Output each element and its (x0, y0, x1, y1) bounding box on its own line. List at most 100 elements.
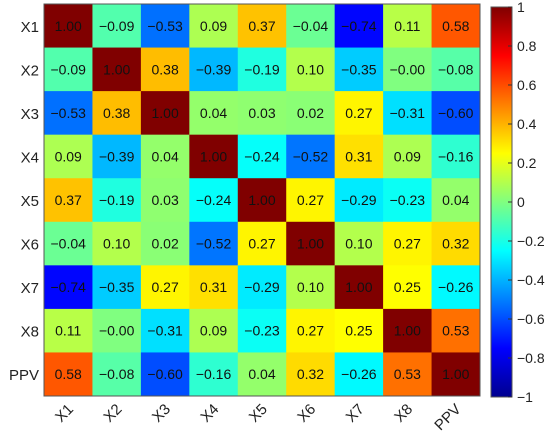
colorbar-tick-label: 1 (517, 0, 525, 15)
y-tick-label: X5 (21, 193, 39, 210)
cell-value-label: 0.27 (297, 323, 324, 339)
heatmap-cell (237, 47, 287, 92)
y-tick-label: X2 (21, 62, 39, 79)
cell-value-label: 0.32 (297, 366, 324, 382)
cell-value-label: 0.11 (55, 323, 81, 339)
heatmap-cell (431, 265, 481, 310)
cell-value-label: 0.03 (151, 192, 178, 208)
cell-value-label: −0.09 (51, 61, 87, 77)
colorbar-tick-label: 0 (517, 194, 525, 210)
heatmap-cell (383, 221, 433, 266)
cell-value-label: −0.08 (438, 61, 474, 77)
cell-value-label: −0.53 (147, 18, 183, 34)
cell-value-label: −0.08 (99, 366, 135, 382)
heatmap-cell (383, 265, 433, 310)
heatmap-cell (383, 352, 433, 397)
cell-value-label: 1.00 (151, 105, 178, 121)
heatmap-cell (431, 352, 481, 397)
cell-value-label: 0.04 (248, 366, 275, 382)
cell-value-label: 0.11 (394, 18, 420, 34)
y-tick-label: X1 (21, 19, 39, 36)
heatmap-cell (140, 134, 190, 179)
heatmap-cell (44, 352, 93, 397)
cell-value-label: 0.31 (200, 279, 227, 295)
cell-value-label: −0.52 (196, 236, 232, 252)
cell-value-label: −0.39 (196, 61, 232, 77)
cell-value-label: −0.52 (293, 148, 329, 164)
heatmap-cell (383, 4, 433, 49)
cell-value-label: 0.04 (200, 105, 227, 121)
heatmap-cell-labels: 1.00 −0.09 −0.53 0.09 0.37 −0.04 −0.74 0.11 0.58… (51, 18, 474, 382)
heatmap-cell (140, 47, 190, 92)
x-tick-label: X3 (149, 401, 174, 426)
heatmap-frame (43, 3, 481, 397)
heatmap-cell (92, 221, 142, 266)
heatmap-cell (431, 91, 481, 136)
cell-value-label: 1.00 (442, 366, 469, 382)
heatmap-cell (286, 4, 336, 49)
heatmap-cell (140, 265, 190, 310)
colorbar: 1 0.8 0.6 0.4 0.2 0 −0.2 −0.4 −0.6 −0.8 −1 (490, 0, 545, 405)
x-tick-label: X6 (294, 401, 319, 426)
heatmap-cell (286, 178, 336, 223)
cell-value-label: 1.00 (394, 323, 421, 339)
heatmap-cell (286, 352, 336, 397)
cell-value-label: −0.24 (196, 192, 232, 208)
cell-value-label: 0.02 (151, 236, 178, 252)
cell-value-label: 0.31 (345, 148, 372, 164)
heatmap-cell (92, 352, 142, 397)
heatmap-cell (286, 47, 336, 92)
cell-value-label: 0.10 (297, 279, 324, 295)
x-tick-label: X7 (343, 401, 368, 426)
cell-value-label: −0.26 (438, 279, 474, 295)
colorbar-tick-label: −0.2 (517, 233, 545, 249)
heatmap-cell (334, 352, 384, 397)
colorbar-tick-label: 0.8 (517, 38, 537, 54)
heatmap-cell (92, 47, 142, 92)
y-tick-label: X3 (21, 106, 39, 123)
cell-value-label: 1.00 (200, 148, 227, 164)
colorbar-tick-label: 0.2 (517, 155, 537, 171)
heatmap-cell (140, 352, 190, 397)
cell-value-label: −0.16 (438, 148, 474, 164)
heatmap-cell (334, 47, 384, 92)
heatmap-cell (237, 352, 287, 397)
cell-value-label: 0.10 (345, 236, 372, 252)
cell-value-label: 0.53 (394, 366, 421, 382)
colorbar-tick-label: −1 (517, 389, 533, 405)
cell-value-label: 0.27 (248, 236, 275, 252)
heatmap-cell (383, 91, 433, 136)
cell-value-label: −0.04 (293, 18, 329, 34)
heatmap-cell (237, 4, 287, 49)
cell-value-label: 0.09 (394, 148, 421, 164)
cell-value-label: 0.27 (394, 236, 421, 252)
cell-value-label: 1.00 (55, 18, 82, 34)
heatmap-cell (237, 221, 287, 266)
heatmap-cell (334, 221, 384, 266)
x-tick-label: X5 (246, 401, 271, 426)
cell-value-label: −0.39 (99, 148, 135, 164)
cell-value-label: 0.32 (442, 236, 469, 252)
cell-value-label: −0.53 (51, 105, 87, 121)
colorbar-tick-label: 0.6 (517, 77, 537, 93)
heatmap-cell (431, 4, 481, 49)
heatmap-cell (189, 134, 239, 179)
cell-value-label: 1.00 (345, 279, 372, 295)
x-tick-label: X8 (391, 401, 416, 426)
cell-value-label: 1.00 (103, 61, 130, 77)
heatmap-cells (43, 3, 481, 397)
cell-value-label: −0.60 (147, 366, 183, 382)
colorbar-tick-label: −0.8 (517, 350, 545, 366)
y-tick-labels: X1 X2 X3 X4 X5 X6 X7 X8 PPV (9, 19, 39, 384)
cell-value-label: −0.29 (341, 192, 377, 208)
heatmap-cell (44, 221, 93, 266)
cell-value-label: 0.04 (442, 192, 469, 208)
cell-value-label: 0.10 (297, 61, 324, 77)
heatmap-cell (189, 47, 239, 92)
cell-value-label: −0.31 (147, 323, 183, 339)
heatmap-cell (189, 91, 239, 136)
heatmap-cell (286, 91, 336, 136)
x-tick-label: X2 (100, 401, 125, 426)
heatmap-cell (92, 308, 142, 353)
